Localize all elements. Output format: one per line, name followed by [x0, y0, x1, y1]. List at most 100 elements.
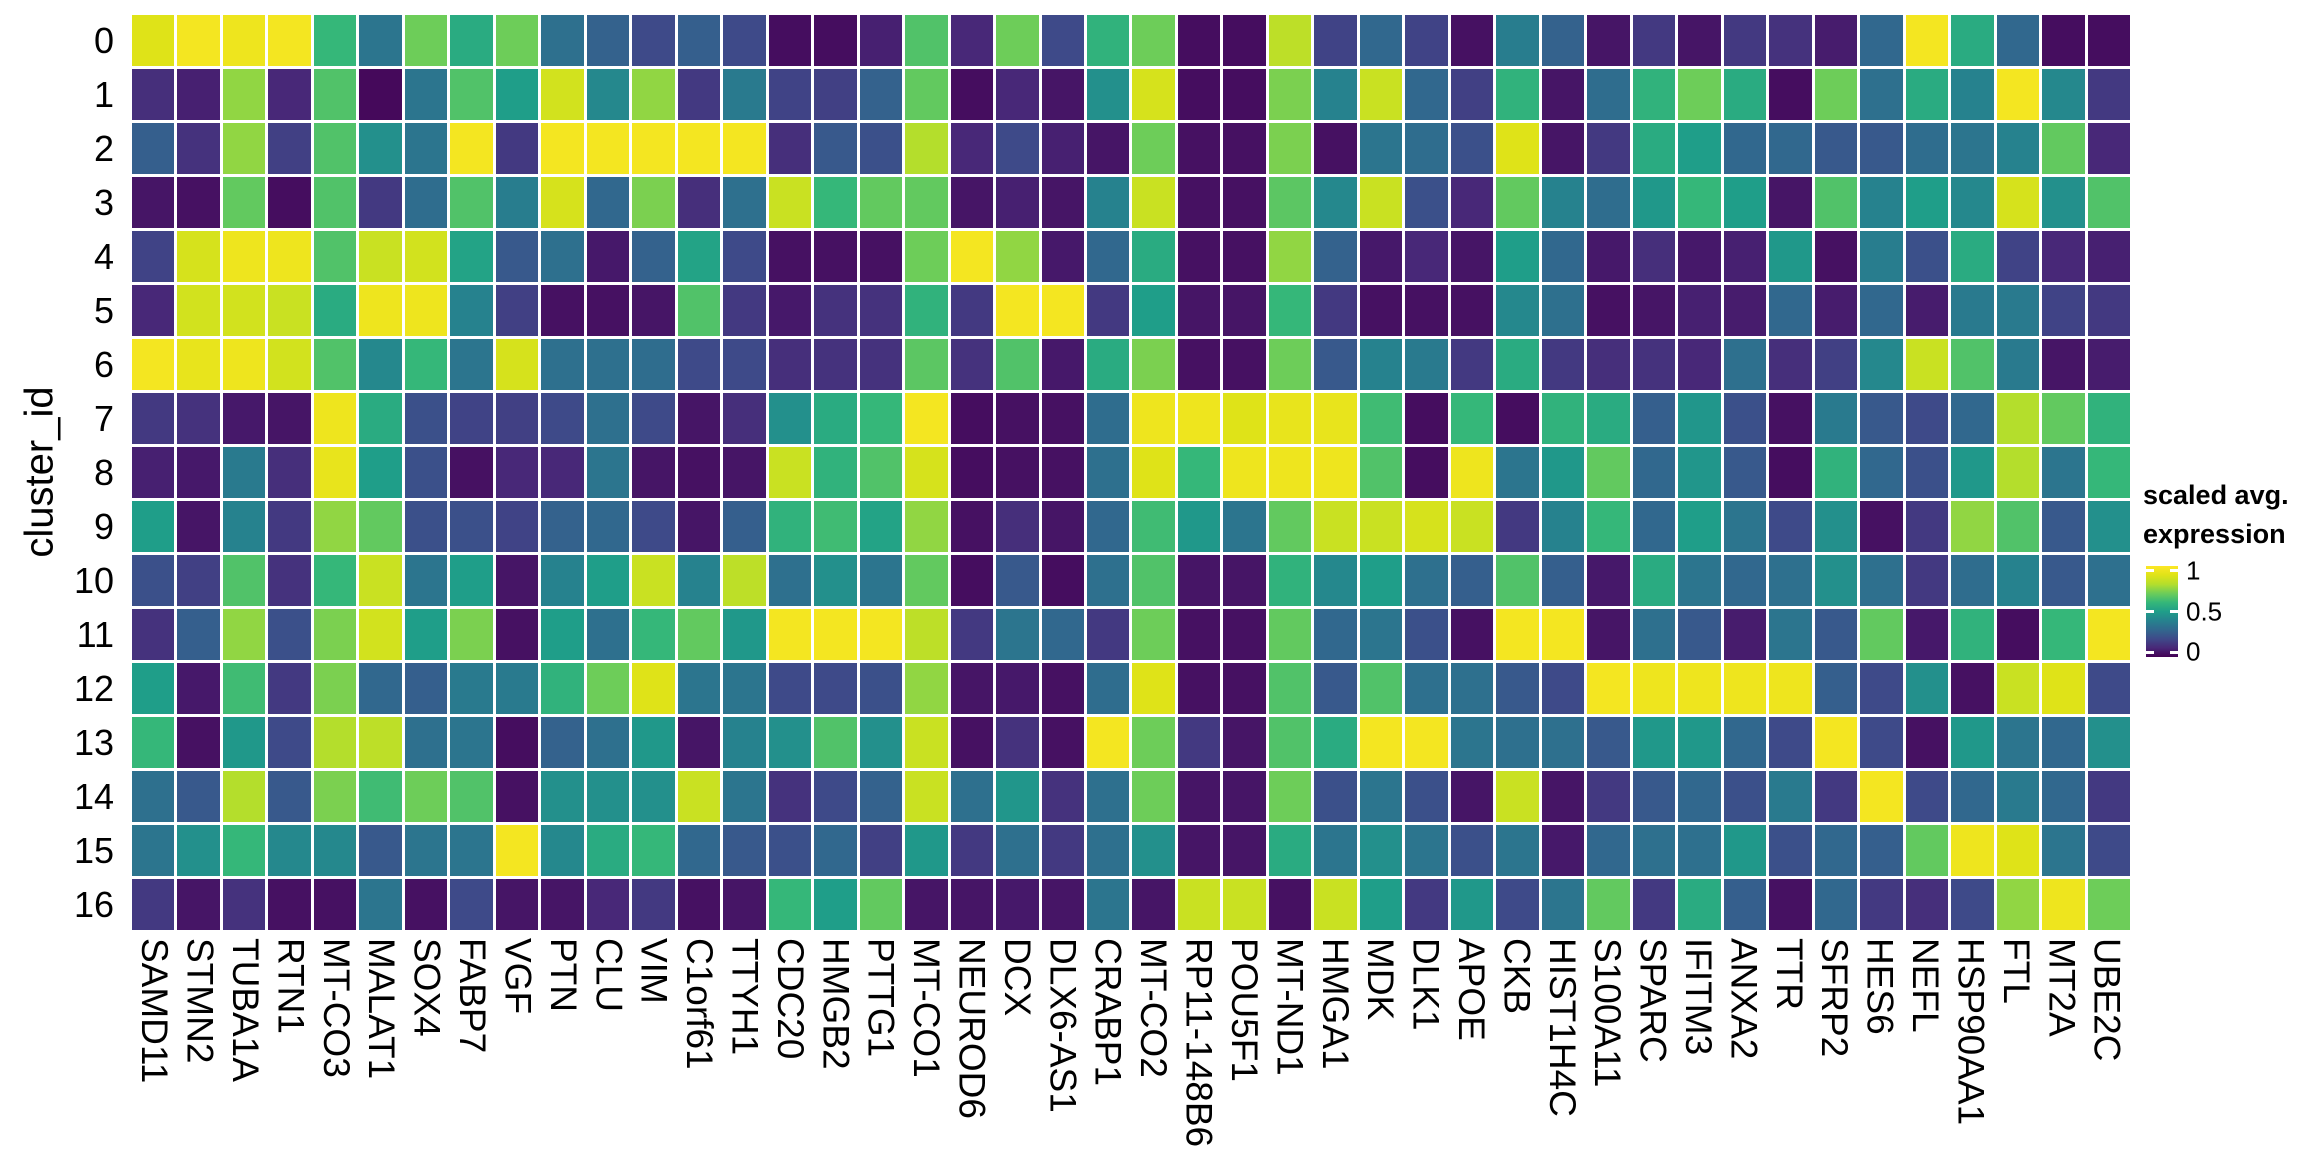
- x-tick-slot: RP11-148B6: [1176, 938, 1221, 1152]
- heatmap-cell: [1678, 555, 1721, 606]
- heatmap-cell: [1996, 393, 2040, 444]
- heatmap-cell: [1041, 663, 1085, 714]
- heatmap-cell: [222, 393, 266, 444]
- heatmap-cell: [1177, 393, 1221, 444]
- heatmap-cell: [996, 339, 1039, 390]
- heatmap-cell: [996, 285, 1039, 336]
- heatmap-cell: [1359, 771, 1403, 822]
- heatmap-cell: [1314, 15, 1357, 66]
- heatmap-cell: [996, 123, 1039, 174]
- x-tick-slot: HSP90AA1: [1948, 938, 1993, 1152]
- x-tick-slot: NEUROD6: [949, 938, 994, 1152]
- x-tick-slot: VIM: [631, 938, 676, 1152]
- heatmap-cell: [1450, 501, 1494, 552]
- heatmap-cell: [996, 771, 1039, 822]
- x-tick-label: HIST1H4C: [1541, 938, 1583, 1117]
- heatmap-cell: [222, 771, 266, 822]
- heatmap-cell: [1087, 825, 1130, 876]
- heatmap-cell: [132, 501, 175, 552]
- heatmap-cell: [1450, 123, 1494, 174]
- x-tick-label: MT-ND1: [1269, 938, 1311, 1076]
- heatmap-cell: [495, 825, 539, 876]
- heatmap-cell: [1314, 771, 1357, 822]
- heatmap-cell: [950, 15, 994, 66]
- heatmap-cell: [723, 717, 766, 768]
- heatmap-cell: [1814, 339, 1858, 390]
- heatmap-cell: [1496, 771, 1539, 822]
- heatmap-cell: [1496, 177, 1539, 228]
- heatmap-cell: [1132, 447, 1175, 498]
- heatmap-cell: [268, 555, 311, 606]
- heatmap-cell: [359, 825, 402, 876]
- heatmap-cell: [1860, 879, 1903, 930]
- heatmap-cell: [2087, 555, 2130, 606]
- heatmap-cell: [1723, 609, 1767, 660]
- heatmap-cell: [1814, 879, 1858, 930]
- heatmap-cell: [1996, 339, 2040, 390]
- heatmap-cell: [1905, 879, 1949, 930]
- heatmap-cell: [1405, 825, 1448, 876]
- x-tick-label: CRABP1: [1087, 938, 1129, 1087]
- heatmap-cell: [1860, 717, 1903, 768]
- heatmap-cell: [814, 555, 857, 606]
- heatmap-cell: [222, 555, 266, 606]
- heatmap-cell: [1223, 15, 1266, 66]
- heatmap-cell: [996, 825, 1039, 876]
- x-tick-label: S100A11: [1587, 938, 1629, 1088]
- heatmap-cell: [1860, 285, 1903, 336]
- heatmap-cell: [1860, 447, 1903, 498]
- heatmap-cell: [859, 231, 903, 282]
- heatmap-cell: [177, 447, 220, 498]
- x-tick-label: CDC20: [769, 938, 811, 1060]
- heatmap-cell: [1951, 123, 1994, 174]
- heatmap-cell: [1769, 393, 1812, 444]
- heatmap-cell: [814, 447, 857, 498]
- heatmap-cell: [132, 609, 175, 660]
- heatmap-cell: [450, 231, 493, 282]
- heatmap-cell: [132, 339, 175, 390]
- heatmap-cell: [1996, 447, 2040, 498]
- heatmap-cell: [1268, 177, 1312, 228]
- heatmap-cell: [1769, 123, 1812, 174]
- heatmap-cell: [1223, 447, 1266, 498]
- heatmap-cell: [132, 825, 175, 876]
- heatmap-cell: [1087, 177, 1130, 228]
- heatmap-cell: [1041, 717, 1085, 768]
- heatmap-cell: [222, 609, 266, 660]
- heatmap-cell: [359, 447, 402, 498]
- heatmap-cell: [677, 501, 721, 552]
- heatmap-cell: [859, 123, 903, 174]
- heatmap-cell: [2042, 663, 2085, 714]
- x-tick-label: IFITM3: [1678, 938, 1720, 1056]
- heatmap-cell: [859, 447, 903, 498]
- heatmap-cell: [541, 393, 584, 444]
- heatmap-cell: [404, 555, 448, 606]
- x-tick-slot: PTTG1: [859, 938, 904, 1152]
- heatmap-cell: [1496, 123, 1539, 174]
- y-tick-label: 2: [93, 128, 114, 169]
- heatmap-cell: [2087, 609, 2130, 660]
- heatmap-cell: [1359, 717, 1403, 768]
- heatmap-cell: [404, 393, 448, 444]
- heatmap-cell: [1996, 123, 2040, 174]
- heatmap-cell: [1132, 393, 1175, 444]
- heatmap-cell: [723, 447, 766, 498]
- heatmap-cell: [222, 501, 266, 552]
- x-tick-slot: MT2A: [2039, 938, 2084, 1152]
- heatmap-cell: [677, 879, 721, 930]
- heatmap-cell: [1496, 663, 1539, 714]
- heatmap-cell: [586, 501, 630, 552]
- heatmap-cell: [859, 879, 903, 930]
- heatmap-cell: [268, 123, 311, 174]
- heatmap-cell: [1587, 447, 1630, 498]
- heatmap-cell: [404, 717, 448, 768]
- heatmap-cell: [1177, 231, 1221, 282]
- heatmap-cell: [268, 447, 311, 498]
- heatmap-cell: [1860, 501, 1903, 552]
- heatmap-cell: [1814, 501, 1858, 552]
- heatmap-cell: [632, 393, 675, 444]
- heatmap-cell: [1359, 285, 1403, 336]
- heatmap-cell: [1405, 231, 1448, 282]
- heatmap-cell: [404, 123, 448, 174]
- y-tick-label: 8: [93, 452, 114, 493]
